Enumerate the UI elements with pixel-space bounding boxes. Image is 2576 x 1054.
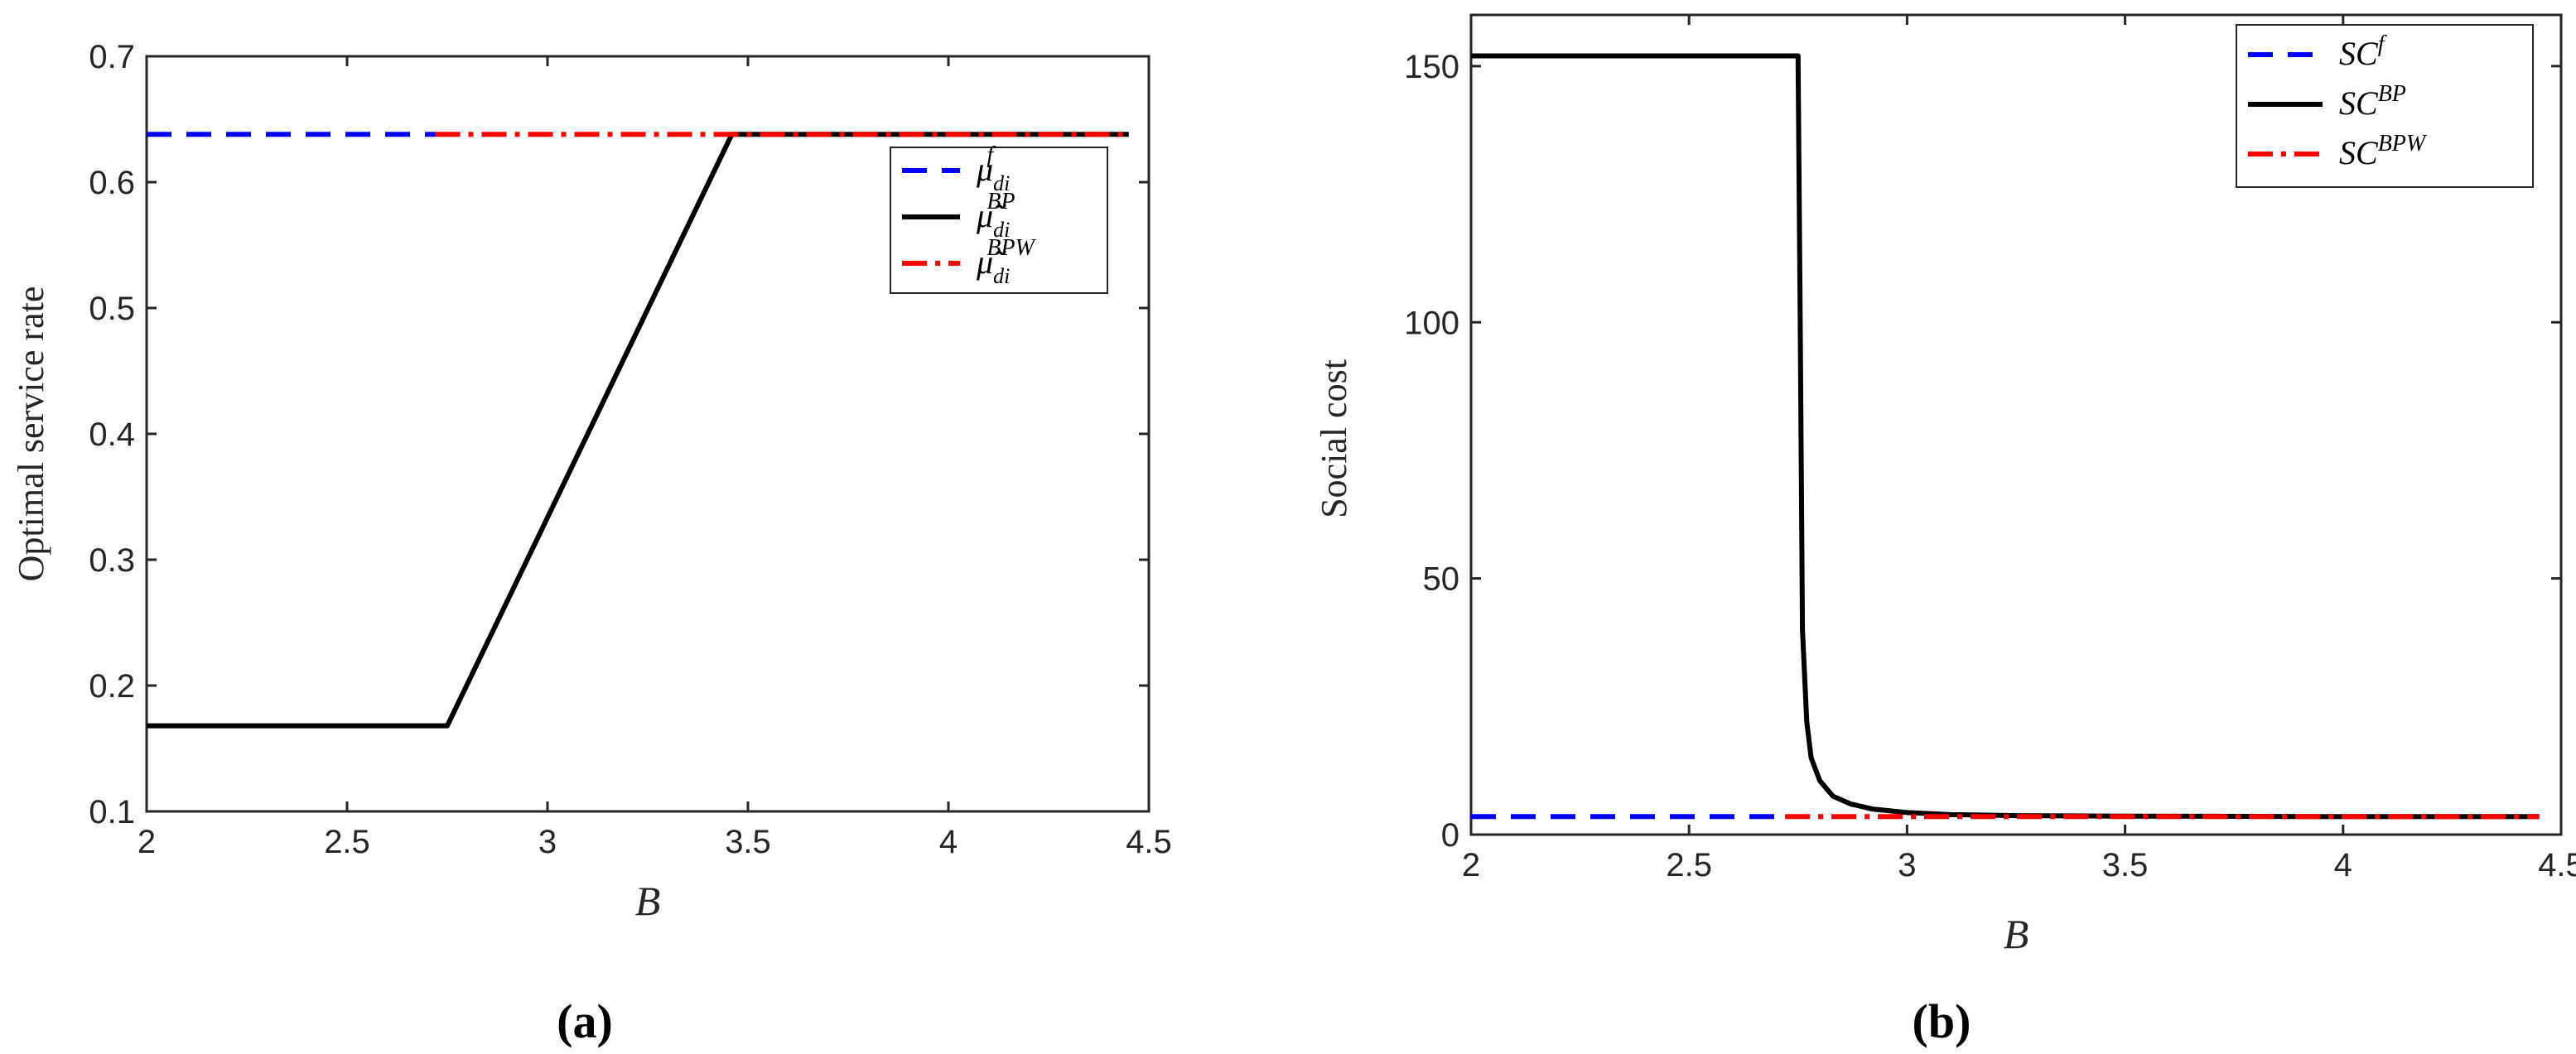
x-tick-label: 2 bbox=[1462, 847, 1480, 883]
chart-b-legend: SCf SCBP SCBPW bbox=[2236, 24, 2534, 188]
y-tick-label: 100 bbox=[1404, 305, 1459, 341]
chart-a-series bbox=[147, 132, 1129, 729]
series-line bbox=[147, 132, 1129, 729]
legend-label: μ̃diBPW bbox=[976, 235, 1037, 288]
x-tick-label: 3.5 bbox=[725, 824, 771, 860]
y-tick-label: 0.6 bbox=[89, 165, 135, 201]
y-tick-label: 0.2 bbox=[89, 668, 135, 705]
y-tick-label: 150 bbox=[1404, 49, 1459, 85]
x-tick-label: 2.5 bbox=[1666, 847, 1712, 883]
x-tick-label: 3.5 bbox=[2102, 847, 2149, 883]
legend-label: SCBPW bbox=[2339, 131, 2428, 171]
y-tick-label: 0 bbox=[1441, 817, 1459, 854]
legend-label: SCBP bbox=[2339, 81, 2406, 122]
chart-a: 2 2.5 3 3.5 4 4.50.10.20.30.40.50.60.7 μdifμ̃… bbox=[11, 39, 1172, 1048]
chart-b-ticks: 2 2.5 3 3.5 4 4.5 0 50 100 150 bbox=[1404, 15, 2576, 883]
x-tick-label: 2.5 bbox=[324, 824, 370, 860]
chart-b-panel-label: (b) bbox=[1913, 994, 1971, 1048]
chart-b-series bbox=[1471, 53, 2540, 820]
x-tick-label: 4.5 bbox=[2538, 847, 2576, 883]
chart-a-panel-label: (a) bbox=[557, 994, 613, 1048]
x-tick-label: 3 bbox=[538, 824, 557, 860]
y-tick-label: 0.7 bbox=[89, 39, 135, 75]
y-tick-label: 50 bbox=[1423, 561, 1460, 598]
legend-label: μdif bbox=[976, 142, 1010, 195]
y-tick-label: 0.3 bbox=[89, 542, 135, 579]
x-tick-label: 4 bbox=[2334, 847, 2352, 883]
legend-label: SCf bbox=[2339, 31, 2387, 72]
x-tick-label: 3 bbox=[1898, 847, 1916, 883]
chart-a-ylabel: Optimal service rate bbox=[11, 286, 51, 582]
x-tick-label: 4 bbox=[939, 824, 958, 860]
legend-label: μ̃diBP bbox=[976, 189, 1015, 242]
x-tick-label: 4.5 bbox=[1126, 824, 1172, 860]
x-tick-label: 2 bbox=[137, 824, 156, 860]
y-tick-label: 0.5 bbox=[89, 291, 135, 327]
chart-b-xlabel: B bbox=[2004, 911, 2029, 957]
y-tick-label: 0.4 bbox=[89, 416, 135, 453]
y-tick-label: 0.1 bbox=[89, 794, 135, 830]
chart-b: 2 2.5 3 3.5 4 4.5 0 50 100 150 SCf SCBP SCBPW B Soc… bbox=[1314, 13, 2576, 1048]
chart-b-ylabel: Social cost bbox=[1314, 359, 1354, 518]
chart-a-xlabel: B bbox=[635, 878, 661, 924]
chart-a-ticks: 2 2.5 3 3.5 4 4.5 0.1 0.2 0.3 0.4 0.5 0.6 0.7 bbox=[89, 39, 1171, 860]
